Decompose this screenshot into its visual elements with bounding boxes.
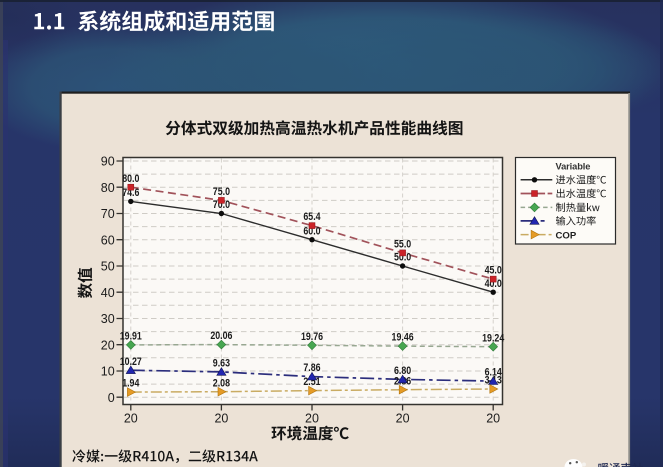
svg-text:20: 20 bbox=[124, 411, 138, 425]
svg-text:20: 20 bbox=[396, 411, 410, 425]
svg-text:70.0: 70.0 bbox=[213, 199, 230, 211]
svg-text:70: 70 bbox=[101, 207, 115, 221]
svg-text:6.80: 6.80 bbox=[394, 365, 411, 377]
svg-text:74.6: 74.6 bbox=[122, 187, 139, 199]
svg-text:0: 0 bbox=[108, 391, 115, 405]
svg-text:80.0: 80.0 bbox=[122, 173, 139, 185]
svg-text:65.4: 65.4 bbox=[303, 211, 321, 223]
svg-text:10: 10 bbox=[101, 365, 115, 379]
svg-text:20.06: 20.06 bbox=[210, 330, 232, 342]
svg-text:60.0: 60.0 bbox=[303, 225, 320, 237]
svg-text:1.94: 1.94 bbox=[122, 378, 140, 390]
svg-text:80: 80 bbox=[101, 181, 115, 195]
svg-text:40.0: 40.0 bbox=[485, 278, 502, 290]
svg-text:20: 20 bbox=[305, 411, 319, 425]
svg-text:45.0: 45.0 bbox=[485, 265, 502, 277]
svg-text:6.14: 6.14 bbox=[485, 367, 503, 379]
svg-text:2.08: 2.08 bbox=[213, 377, 230, 389]
svg-text:9.63: 9.63 bbox=[213, 358, 230, 370]
svg-text:19.91: 19.91 bbox=[120, 331, 142, 343]
svg-text:20: 20 bbox=[214, 411, 228, 425]
svg-text:55.0: 55.0 bbox=[394, 239, 411, 251]
svg-text:20: 20 bbox=[101, 338, 115, 352]
svg-text:60: 60 bbox=[101, 233, 115, 247]
svg-text:50: 50 bbox=[101, 260, 115, 274]
svg-text:7.86: 7.86 bbox=[303, 362, 320, 374]
svg-text:40: 40 bbox=[101, 286, 115, 300]
svg-text:90: 90 bbox=[101, 155, 115, 169]
svg-text:50.0: 50.0 bbox=[394, 252, 411, 264]
svg-text:19.76: 19.76 bbox=[301, 331, 323, 343]
svg-text:Variable: Variable bbox=[556, 162, 591, 172]
svg-text:30: 30 bbox=[101, 312, 115, 326]
svg-text:19.46: 19.46 bbox=[392, 332, 414, 344]
svg-text:COP: COP bbox=[556, 230, 577, 241]
svg-text:10.27: 10.27 bbox=[120, 356, 142, 368]
svg-text:20: 20 bbox=[486, 411, 500, 425]
svg-text:19.24: 19.24 bbox=[482, 332, 505, 344]
svg-text:75.0: 75.0 bbox=[213, 186, 230, 198]
